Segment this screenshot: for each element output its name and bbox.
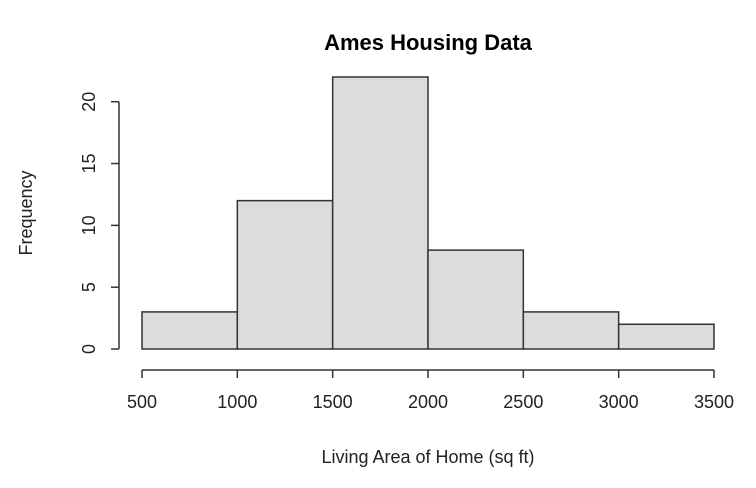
y-tick-label: 20 [79, 92, 99, 112]
x-tick-label: 2500 [503, 392, 543, 412]
y-tick-label: 5 [79, 282, 99, 292]
histogram-bar [236, 199, 334, 350]
x-tick-label: 1500 [313, 392, 353, 412]
x-tick-label: 1000 [217, 392, 257, 412]
x-tick-label: 500 [127, 392, 157, 412]
x-tick-label: 3000 [599, 392, 639, 412]
histogram-bar [331, 76, 429, 350]
chart-title: Ames Housing Data [324, 30, 533, 55]
y-axis: 0 5 10 15 20 [79, 92, 120, 354]
y-tick-label: 15 [79, 154, 99, 174]
x-tick-label: 3500 [694, 392, 734, 412]
x-axis-label: Living Area of Home (sq ft) [321, 447, 534, 467]
y-tick-label: 0 [79, 344, 99, 354]
histogram-bar [522, 311, 620, 350]
y-tick-label: 10 [79, 215, 99, 235]
histogram-bar [141, 311, 239, 350]
x-tick-label: 2000 [408, 392, 448, 412]
x-axis: 500 1000 1500 2000 2500 3000 3500 [127, 369, 734, 412]
bars-group [141, 76, 715, 350]
y-axis-label: Frequency [16, 170, 36, 255]
histogram-bar [427, 249, 525, 350]
histogram-bar [617, 323, 715, 350]
